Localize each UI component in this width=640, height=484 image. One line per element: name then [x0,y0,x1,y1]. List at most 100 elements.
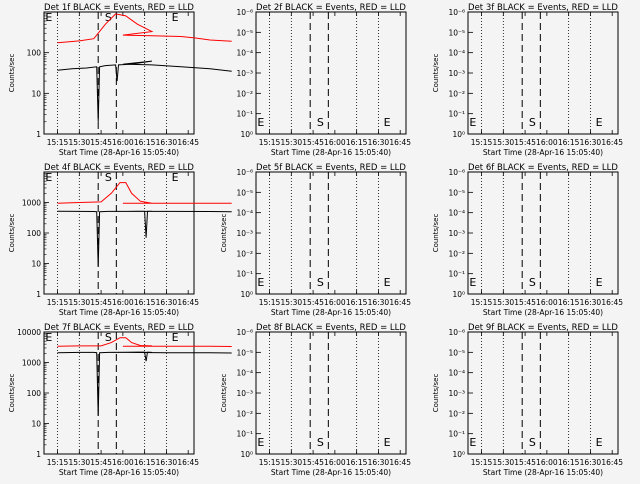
events-series-line [57,210,232,267]
y-axis-label: Counts/sec [8,54,16,93]
y-axis-label: Counts/sec [432,374,440,413]
x-tick-label: 16:00 [536,138,558,147]
y-tick-label: 1000 [22,359,41,368]
plot-title: Det 6f BLACK = Events, RED = LLD [468,163,618,173]
y-tick-label: 10⁻² [448,409,465,418]
x-tick-label: 16:45 [177,298,199,307]
x-tick-label: 16:30 [156,298,178,307]
x-tick-label: 16:45 [601,138,623,147]
plot-title: Det 7f BLACK = Events, RED = LLD [44,323,194,333]
y-axis-label: Counts/sec [220,374,228,413]
plot-title: Det 9f BLACK = Events, RED = LLD [468,323,618,333]
x-tick-label: 15:45 [514,138,536,147]
x-tick-label: 16:15 [558,138,580,147]
y-tick-label: 10 [31,260,41,269]
x-tick-label: 15:45 [90,138,112,147]
plot-panel-8: Det 8f BLACK = Events, RED = LLD Start Ti… [220,323,411,477]
x-tick-label: 15:30 [281,298,303,307]
y-tick-label: 10⁻¹ [236,110,253,119]
x-tick-label: 15:15 [259,298,281,307]
y-tick-label: 1 [36,450,41,459]
event-annotation: S [105,331,112,344]
x-tick-label: 15:30 [493,298,515,307]
x-tick-label: 16:30 [368,298,390,307]
event-annotation: S [105,171,112,184]
y-tick-label: 10⁰ [452,130,465,139]
x-tick-label: 15:15 [471,298,493,307]
x-tick-label: 15:30 [69,298,91,307]
events-series-line [57,351,232,416]
y-tick-label: 10⁻² [236,249,253,258]
event-annotation: E [172,171,179,184]
event-annotation: E [469,436,476,449]
y-axis-label: Counts/sec [432,214,440,253]
y-tick-label: 10⁻⁶ [236,8,253,17]
event-annotation: E [45,331,52,344]
y-tick-label: 10⁻⁵ [448,348,465,357]
x-tick-label: 15:15 [471,458,493,467]
y-tick-label: 10⁰ [240,290,253,299]
x-tick-label: 16:15 [346,138,368,147]
y-tick-label: 1 [36,290,41,299]
event-annotation: S [317,436,324,449]
plot-title: Det 3f BLACK = Events, RED = LLD [468,3,618,13]
x-tick-label: 16:45 [389,458,411,467]
plot-title: Det 4f BLACK = Events, RED = LLD [44,163,194,173]
plot-panel-4: Det 4f BLACK = Events, RED = LLD Start Ti… [8,163,232,317]
event-annotation: E [469,276,476,289]
x-tick-label: 15:30 [493,458,515,467]
event-annotation: E [469,116,476,129]
x-tick-label: 16:45 [177,458,199,467]
y-tick-label: 100 [27,49,42,58]
y-tick-label: 10⁻² [236,409,253,418]
x-tick-label: 15:30 [69,458,91,467]
plot-panel-2: Det 2f BLACK = Events, RED = LLD Start Ti… [236,3,411,157]
x-tick-label: 16:30 [156,138,178,147]
plot-frame [43,11,195,135]
event-annotation: E [257,436,264,449]
x-tick-label: 16:00 [324,298,346,307]
event-annotation: E [257,116,264,129]
x-axis-label: Start Time (28-Apr-16 15:05:40) [483,308,603,317]
event-annotation: E [45,11,52,24]
y-tick-label: 1 [36,130,41,139]
y-tick-label: 10⁻¹ [448,110,465,119]
plot-panel-7: Det 7f BLACK = Events, RED = LLD Start Ti… [8,323,232,477]
x-tick-label: 15:45 [514,298,536,307]
x-tick-label: 15:45 [90,458,112,467]
x-tick-label: 15:15 [47,298,69,307]
y-tick-label: 10⁻⁵ [236,188,253,197]
event-annotation: E [596,116,603,129]
y-tick-label: 10⁻⁴ [236,209,253,218]
x-axis-label: Start Time (28-Apr-16 15:05:40) [271,308,391,317]
event-annotation: S [317,276,324,289]
x-tick-label: 15:45 [302,138,324,147]
y-tick-label: 10⁰ [452,450,465,459]
y-tick-label: 10⁻⁶ [448,328,465,337]
y-tick-label: 10⁻³ [448,389,465,398]
x-axis-label: Start Time (28-Apr-16 15:05:40) [271,468,391,477]
x-tick-label: 15:30 [281,138,303,147]
y-tick-label: 10⁻⁵ [448,28,465,37]
y-tick-label: 10⁻⁶ [236,328,253,337]
y-tick-label: 100 [27,229,42,238]
y-tick-label: 10⁻³ [236,389,253,398]
x-axis-label: Start Time (28-Apr-16 15:05:40) [483,468,603,477]
y-tick-label: 10⁻¹ [236,270,253,279]
x-tick-label: 16:00 [536,298,558,307]
x-tick-label: 15:45 [302,298,324,307]
x-tick-label: 16:30 [368,458,390,467]
x-tick-label: 16:15 [134,138,156,147]
y-tick-label: 10⁻¹ [236,430,253,439]
event-annotation: E [384,276,391,289]
lld-series-line [57,337,232,347]
x-tick-label: 16:45 [177,138,199,147]
event-annotation: E [172,11,179,24]
event-annotation: S [105,11,112,24]
y-tick-label: 10⁻² [448,249,465,258]
y-tick-label: 10⁻⁶ [448,168,465,177]
y-tick-label: 10⁻⁴ [236,49,253,58]
y-axis-label: Counts/sec [8,214,16,253]
x-tick-label: 16:45 [389,138,411,147]
